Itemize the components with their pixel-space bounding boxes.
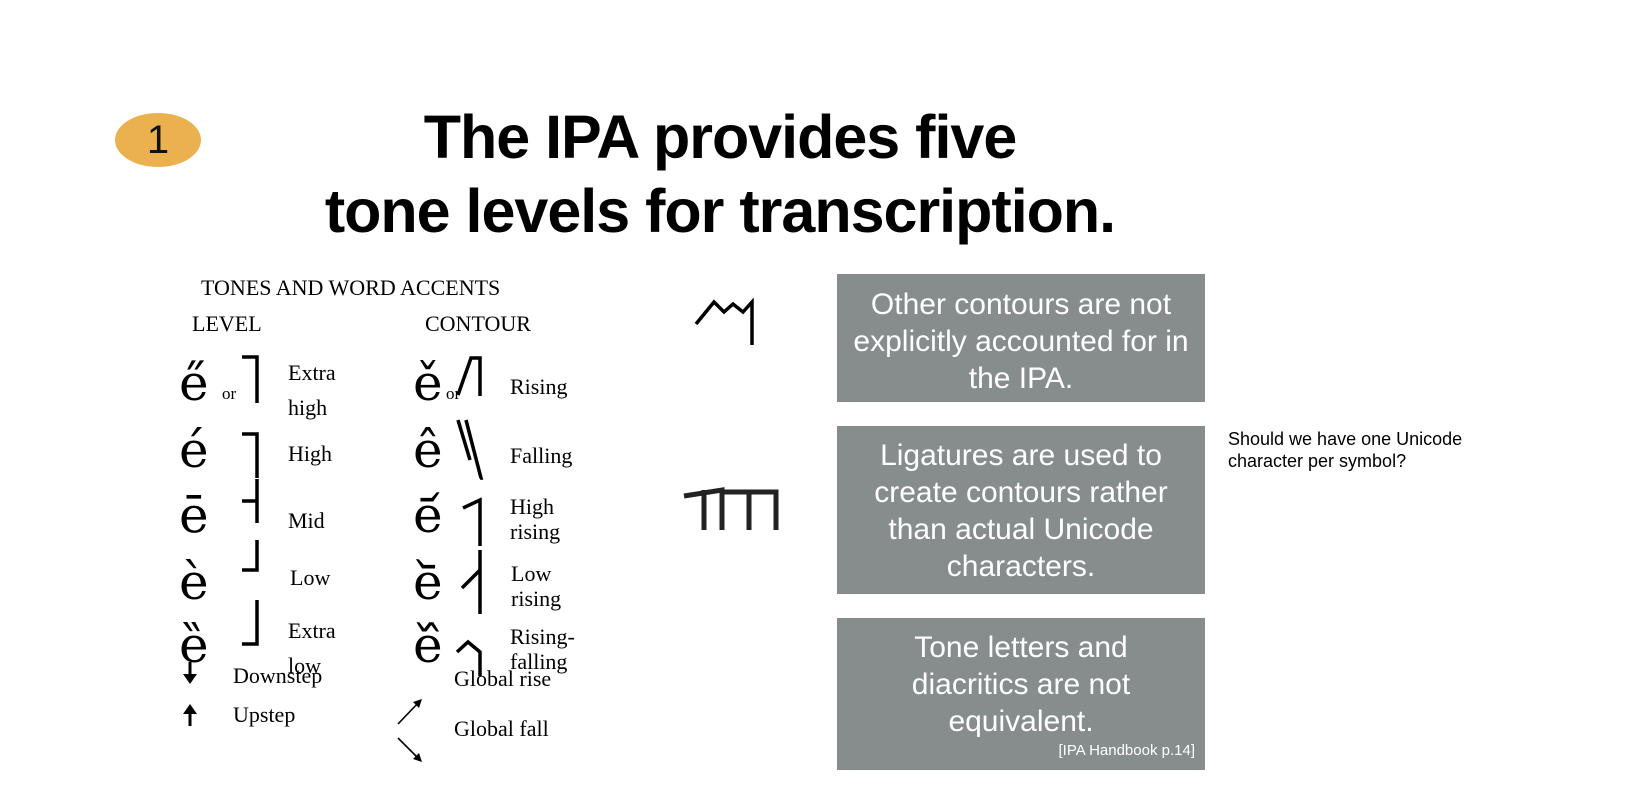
contour-rising-label: Rising — [510, 374, 568, 399]
high-rising-tone-letter — [462, 497, 482, 546]
level-extra-low-label-1: Extra — [288, 618, 336, 643]
level-extra-low-glyph: ȅ — [179, 616, 209, 674]
extra-low-tone-letter — [242, 600, 259, 646]
title-line-2: tone levels for transcription. — [324, 177, 1116, 245]
slide-title: The IPA provides five tone levels for tr… — [200, 100, 1240, 248]
level-or-text: or — [222, 384, 237, 403]
tone-letter-drawings — [183, 355, 484, 762]
info-box-ligatures-text: Ligatures are used to create contours ra… — [874, 439, 1168, 583]
level-mid-label: Mid — [288, 508, 325, 533]
contour-rising-falling-label-2: falling — [510, 649, 568, 674]
chart-heading: TONES AND WORD ACCENTS — [201, 275, 501, 300]
ipa-tone-chart: TONES AND WORD ACCENTS LEVEL CONTOUR e̋ … — [170, 270, 610, 780]
global-fall-arrow-icon — [397, 737, 422, 762]
level-extra-low-label-2: low — [288, 653, 321, 678]
info-box-tone-letters: Tone letters and diacritics are not equi… — [837, 618, 1205, 770]
ligature-contour-example — [683, 487, 779, 530]
contour-falling-glyph: ê — [413, 421, 443, 479]
contour-low-rising-label-2: rising — [511, 586, 562, 611]
rising-falling-tone-letter — [455, 639, 482, 676]
level-low-label: Low — [290, 565, 331, 590]
global-fall-label: Global fall — [454, 716, 549, 741]
contour-rising-falling-label-1: Rising- — [510, 624, 575, 649]
global-rise-label: Global rise — [454, 666, 552, 691]
low-tone-letter — [242, 540, 259, 572]
level-extra-high-label-1: Extra — [288, 360, 336, 385]
global-rise-arrow-icon — [397, 699, 422, 725]
level-extra-high-label-2: high — [288, 395, 328, 420]
rising-tone-letter — [456, 356, 482, 396]
downstep-arrow-icon — [183, 662, 197, 684]
level-high-label: High — [288, 441, 332, 466]
downstep-label: Downstep — [233, 663, 323, 688]
level-high-glyph: é — [179, 421, 209, 479]
handbook-citation: [IPA Handbook p.14] — [1058, 742, 1196, 759]
info-box-ligatures: Ligatures are used to create contours ra… — [837, 426, 1205, 594]
info-box-other-contours-text: Other contours are not explicitly accoun… — [853, 288, 1189, 395]
level-low-glyph: è — [179, 553, 209, 611]
level-heading: LEVEL — [192, 311, 262, 336]
level-mid-glyph: ē — [179, 486, 209, 544]
low-rising-tone-letter — [460, 550, 482, 614]
contour-rising-falling-glyph: e᷈ — [413, 616, 443, 674]
contour-falling-label: Falling — [510, 443, 573, 468]
info-box-tone-letters-text: Tone letters and diacritics are not equi… — [911, 631, 1131, 738]
title-line-1: The IPA provides five — [423, 103, 1018, 171]
contour-rising-glyph: ě — [413, 354, 443, 412]
level-extra-high-glyph: e̋ — [179, 354, 209, 412]
upstep-arrow-icon — [183, 704, 197, 726]
contour-low-rising-glyph: e᷅ — [413, 553, 443, 611]
info-box-other-contours: Other contours are not explicitly accoun… — [837, 274, 1205, 402]
falling-tone-letter — [456, 419, 484, 480]
mid-tone-letter — [242, 479, 259, 523]
contour-high-rising-label-1: High — [510, 494, 554, 519]
slide-number-badge: 1 — [115, 113, 201, 167]
slide-number: 1 — [146, 117, 170, 162]
contour-examples — [683, 297, 779, 530]
contour-low-rising-label-1: Low — [511, 561, 552, 586]
contour-high-rising-glyph: e᷄ — [413, 486, 443, 544]
upstep-label: Upstep — [233, 702, 296, 727]
contour-heading: CONTOUR — [425, 311, 531, 336]
contour-or-text: or — [446, 384, 461, 403]
contour-high-rising-label-2: rising — [510, 519, 561, 544]
side-note: Should we have one Unicode character per… — [1228, 429, 1463, 471]
extra-high-tone-letter — [242, 355, 259, 403]
arbitrary-contour-example — [694, 297, 754, 345]
high-tone-letter — [242, 432, 259, 478]
